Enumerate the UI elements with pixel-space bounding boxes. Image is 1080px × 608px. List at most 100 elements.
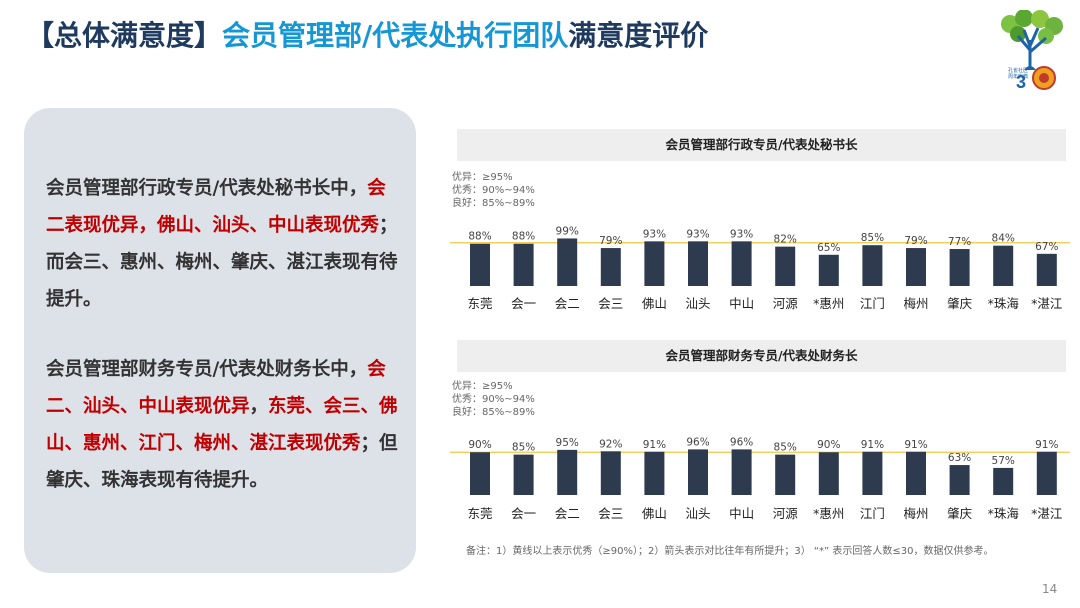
legend-excellent-plus: 优异：≥95% bbox=[452, 172, 513, 183]
bar-13 bbox=[1036, 253, 1057, 286]
bar-13 bbox=[1036, 451, 1057, 495]
para2-highlight2: 东莞、会三、佛山、惠州、江门、梅州、湛江表现优秀 bbox=[46, 396, 398, 454]
category-label-8: *惠州 bbox=[813, 506, 844, 521]
category-label-8: *惠州 bbox=[813, 296, 844, 311]
category-label-2: 会二 bbox=[555, 506, 580, 521]
bar-8 bbox=[818, 452, 839, 495]
bar-8 bbox=[818, 254, 839, 286]
value-label-5: 93% bbox=[686, 228, 709, 240]
value-label-2: 95% bbox=[556, 437, 579, 449]
bar-6 bbox=[731, 241, 752, 286]
category-label-11: 肇庆 bbox=[947, 296, 973, 311]
category-label-5: 汕头 bbox=[685, 296, 710, 311]
value-label-1: 85% bbox=[512, 442, 535, 454]
value-label-12: 57% bbox=[992, 455, 1015, 467]
category-label-4: 佛山 bbox=[642, 296, 667, 311]
value-label-2: 99% bbox=[556, 225, 579, 237]
svg-text:3: 3 bbox=[1016, 72, 1026, 90]
value-label-10: 79% bbox=[904, 235, 927, 247]
category-label-7: 河源 bbox=[773, 296, 799, 311]
value-label-3: 79% bbox=[599, 235, 622, 247]
value-label-5: 96% bbox=[686, 436, 709, 448]
bar-0 bbox=[470, 452, 490, 495]
para1-intro: 会员管理部行政专员/代表处秘书长中， bbox=[46, 178, 368, 199]
chart2-bar-chart: 90% 东莞 85% 会一 95% 会二 92% 会三 91% 佛山 96% 汕头 96% 中山 85% 河源… bbox=[450, 436, 1070, 521]
value-label-13: 67% bbox=[1035, 241, 1058, 253]
summary-panel bbox=[24, 108, 416, 573]
bar-5 bbox=[688, 449, 708, 495]
value-label-4: 93% bbox=[643, 228, 666, 240]
bar-4 bbox=[644, 241, 665, 286]
category-label-10: 梅州 bbox=[903, 296, 928, 311]
bar-7 bbox=[775, 246, 796, 286]
tree-logo-icon: 3 bbox=[1001, 10, 1063, 90]
value-label-9: 85% bbox=[861, 232, 884, 244]
category-label-7: 河源 bbox=[773, 506, 799, 521]
category-label-1: 会一 bbox=[511, 506, 536, 521]
chart2-legend: 优异：≥95% 优秀：90%~94% 良好：85%~89% bbox=[452, 380, 535, 419]
title-part2: 会员管理部/代表处执行团队 bbox=[222, 19, 569, 52]
category-label-0: 东莞 bbox=[467, 506, 492, 521]
bar-2 bbox=[557, 238, 578, 286]
value-label-8: 90% bbox=[817, 439, 840, 451]
para1-highlight: 会二表现优异，佛山、汕头、中山表现优秀 bbox=[46, 178, 386, 236]
bar-7 bbox=[775, 454, 796, 495]
category-label-11: 肇庆 bbox=[947, 506, 973, 521]
legend-excellent: 优秀：90%~94% bbox=[452, 185, 535, 196]
bar-5 bbox=[688, 241, 708, 286]
bar-9 bbox=[862, 245, 883, 286]
category-label-13: *湛江 bbox=[1031, 296, 1062, 311]
chart2-title: 会员管理部财务专员/代表处财务长 bbox=[457, 340, 1066, 372]
bar-11 bbox=[949, 249, 970, 286]
footnote: 备注：1）黄线以上表示优秀（≥90%）；2）箭头表示对比往年有所提升；3） “*… bbox=[466, 546, 994, 557]
legend-good: 良好：85%~89% bbox=[452, 407, 535, 418]
bar-10 bbox=[906, 248, 926, 286]
legend-good: 良好：85%~89% bbox=[452, 198, 535, 209]
value-label-7: 85% bbox=[774, 442, 797, 454]
value-label-1: 88% bbox=[512, 231, 535, 243]
summary-paragraph-admin: 会员管理部行政专员/代表处秘书长中，会二表现优异，佛山、汕头、中山表现优秀；而会… bbox=[46, 170, 400, 318]
value-label-6: 93% bbox=[730, 228, 753, 240]
bar-4 bbox=[644, 451, 665, 495]
value-label-10: 91% bbox=[904, 439, 927, 451]
bar-12 bbox=[993, 467, 1014, 495]
para2-intro: 会员管理部财务专员/代表处财务长中， bbox=[46, 359, 368, 380]
legend-excellent-plus: 优异：≥95% bbox=[452, 381, 513, 392]
category-label-3: 会三 bbox=[598, 506, 623, 521]
category-label-12: *珠海 bbox=[988, 506, 1020, 521]
para2-outro: ；但肇庆、珠海表现有待提升。 bbox=[46, 433, 398, 491]
category-label-1: 会一 bbox=[511, 296, 536, 311]
bar-10 bbox=[906, 451, 926, 495]
category-label-6: 中山 bbox=[729, 506, 754, 521]
bar-6 bbox=[731, 449, 752, 495]
category-label-4: 佛山 bbox=[642, 506, 667, 521]
title-part3: 满意度评价 bbox=[568, 19, 709, 52]
category-label-13: *湛江 bbox=[1031, 506, 1062, 521]
value-label-0: 90% bbox=[468, 439, 491, 451]
category-label-9: 江门 bbox=[860, 296, 885, 311]
value-label-0: 88% bbox=[468, 231, 491, 243]
bar-1 bbox=[513, 454, 534, 495]
title-bracket-close: 】 bbox=[194, 19, 223, 52]
para2-mid: ， bbox=[249, 396, 269, 417]
value-label-8: 65% bbox=[817, 242, 840, 254]
category-label-5: 汕头 bbox=[685, 506, 710, 521]
title-bracket-open: 【 bbox=[26, 19, 55, 52]
category-label-6: 中山 bbox=[729, 296, 754, 311]
bar-11 bbox=[949, 465, 970, 495]
category-label-3: 会三 bbox=[598, 296, 623, 311]
value-label-6: 96% bbox=[730, 436, 753, 448]
chart1-title: 会员管理部行政专员/代表处秘书长 bbox=[457, 129, 1066, 161]
category-label-2: 会二 bbox=[555, 296, 580, 311]
value-label-13: 91% bbox=[1035, 439, 1058, 451]
para1-outro: ；而会三、惠州、梅州、肇庆、湛江表现有待提升。 bbox=[46, 215, 398, 310]
category-label-10: 梅州 bbox=[903, 506, 928, 521]
bar-2 bbox=[557, 449, 578, 495]
bar-9 bbox=[862, 451, 883, 495]
bar-3 bbox=[600, 451, 621, 495]
bar-12 bbox=[993, 245, 1014, 286]
value-label-9: 91% bbox=[861, 439, 884, 451]
bar-1 bbox=[513, 243, 534, 286]
title-part1: 总体满意度 bbox=[54, 19, 195, 52]
logo-caption: 孔雀社区 周年庆典 bbox=[1007, 68, 1028, 80]
